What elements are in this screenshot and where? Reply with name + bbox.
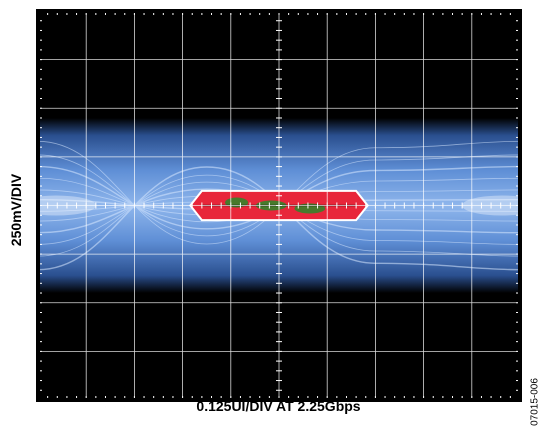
figure-id: 07015-006 [529,378,541,426]
y-axis-label: 250mV/DIV [8,173,24,247]
plot-frame [36,9,522,402]
x-axis-label: 0.125UI/DIV AT 2.25Gbps [196,398,361,414]
plot-clip-group [38,11,520,400]
